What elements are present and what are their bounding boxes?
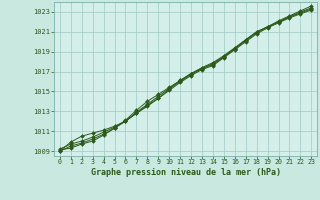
X-axis label: Graphe pression niveau de la mer (hPa): Graphe pression niveau de la mer (hPa) xyxy=(91,168,281,177)
